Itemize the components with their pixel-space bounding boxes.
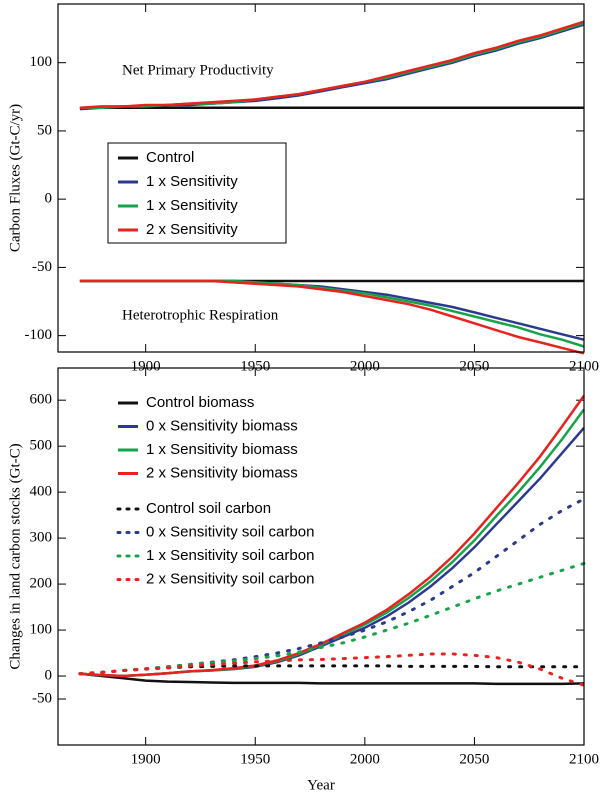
y-tick-label: 0 xyxy=(45,191,53,207)
x-tick-label: 2100 xyxy=(569,751,599,767)
y-tick-label: 300 xyxy=(30,530,53,546)
x-tick-label: 1900 xyxy=(131,751,161,767)
x-axis-label: Year xyxy=(307,777,335,793)
series-line xyxy=(79,279,585,355)
x-tick-label: 1900 xyxy=(131,358,161,374)
annotation: Heterotrophic Respiration xyxy=(122,307,279,323)
y-tick-label: 400 xyxy=(30,484,53,500)
y-tick-label: 100 xyxy=(30,621,53,637)
legend-box xyxy=(107,142,287,244)
legend-label: 0 x Sensitivity soil carbon xyxy=(146,523,314,540)
annotation: Net Primary Productivity xyxy=(122,62,274,78)
legend-label: 1 x Sensitivity xyxy=(146,197,238,214)
x-tick-label: 1950 xyxy=(240,751,270,767)
legend-label: 2 x Sensitivity xyxy=(146,221,238,238)
y-tick-label: -50 xyxy=(32,690,52,706)
x-tick-label: 2050 xyxy=(459,751,489,767)
legend-label: Control soil carbon xyxy=(146,500,271,517)
legend-label: 1 x Sensitivity soil carbon xyxy=(146,547,314,564)
legend-label: Control xyxy=(146,149,194,166)
series-line xyxy=(78,664,586,676)
x-tick-label: 2000 xyxy=(350,358,380,374)
series-line xyxy=(78,497,586,676)
x-tick-label: 2100 xyxy=(569,358,599,374)
legend-label: 2 x Sensitivity biomass xyxy=(146,464,298,481)
legend: Control 1 x Sensitivity 1 x Sensitivity 2 x… xyxy=(107,142,287,244)
series-line xyxy=(78,561,586,676)
y-tick-label: -100 xyxy=(25,327,53,343)
y-axis-label: Changes in land carbon stocks (Gt-C) xyxy=(7,443,23,669)
y-tick-label: 500 xyxy=(30,438,53,454)
y-tick-label: 200 xyxy=(30,576,53,592)
y-tick-label: 50 xyxy=(37,122,52,138)
series-line xyxy=(79,672,585,686)
x-tick-label: 1950 xyxy=(240,358,270,374)
legend-label: 2 x Sensitivity soil carbon xyxy=(146,570,314,587)
legend-label: 0 x Sensitivity biomass xyxy=(146,417,298,434)
legend-label: 1 x Sensitivity biomass xyxy=(146,441,298,458)
x-tick-label: 2050 xyxy=(459,358,489,374)
plot-frame xyxy=(57,367,585,746)
plot-frame xyxy=(57,3,585,353)
y-axis-label: Carbon Fluxes (Gt-C/yr) xyxy=(7,104,23,252)
y-tick-label: -50 xyxy=(32,259,52,275)
legend-label: 1 x Sensitivity xyxy=(146,173,238,190)
y-tick-label: 100 xyxy=(30,54,53,70)
series-line xyxy=(78,652,586,687)
y-tick-label: 600 xyxy=(30,392,53,408)
legend-label: Control biomass xyxy=(146,394,254,411)
y-tick-label: 0 xyxy=(45,667,53,683)
legend: Control biomass 0 x Sensitivity biomass 1 … xyxy=(116,394,314,587)
x-tick-label: 2000 xyxy=(350,751,380,767)
series-line xyxy=(79,20,585,109)
